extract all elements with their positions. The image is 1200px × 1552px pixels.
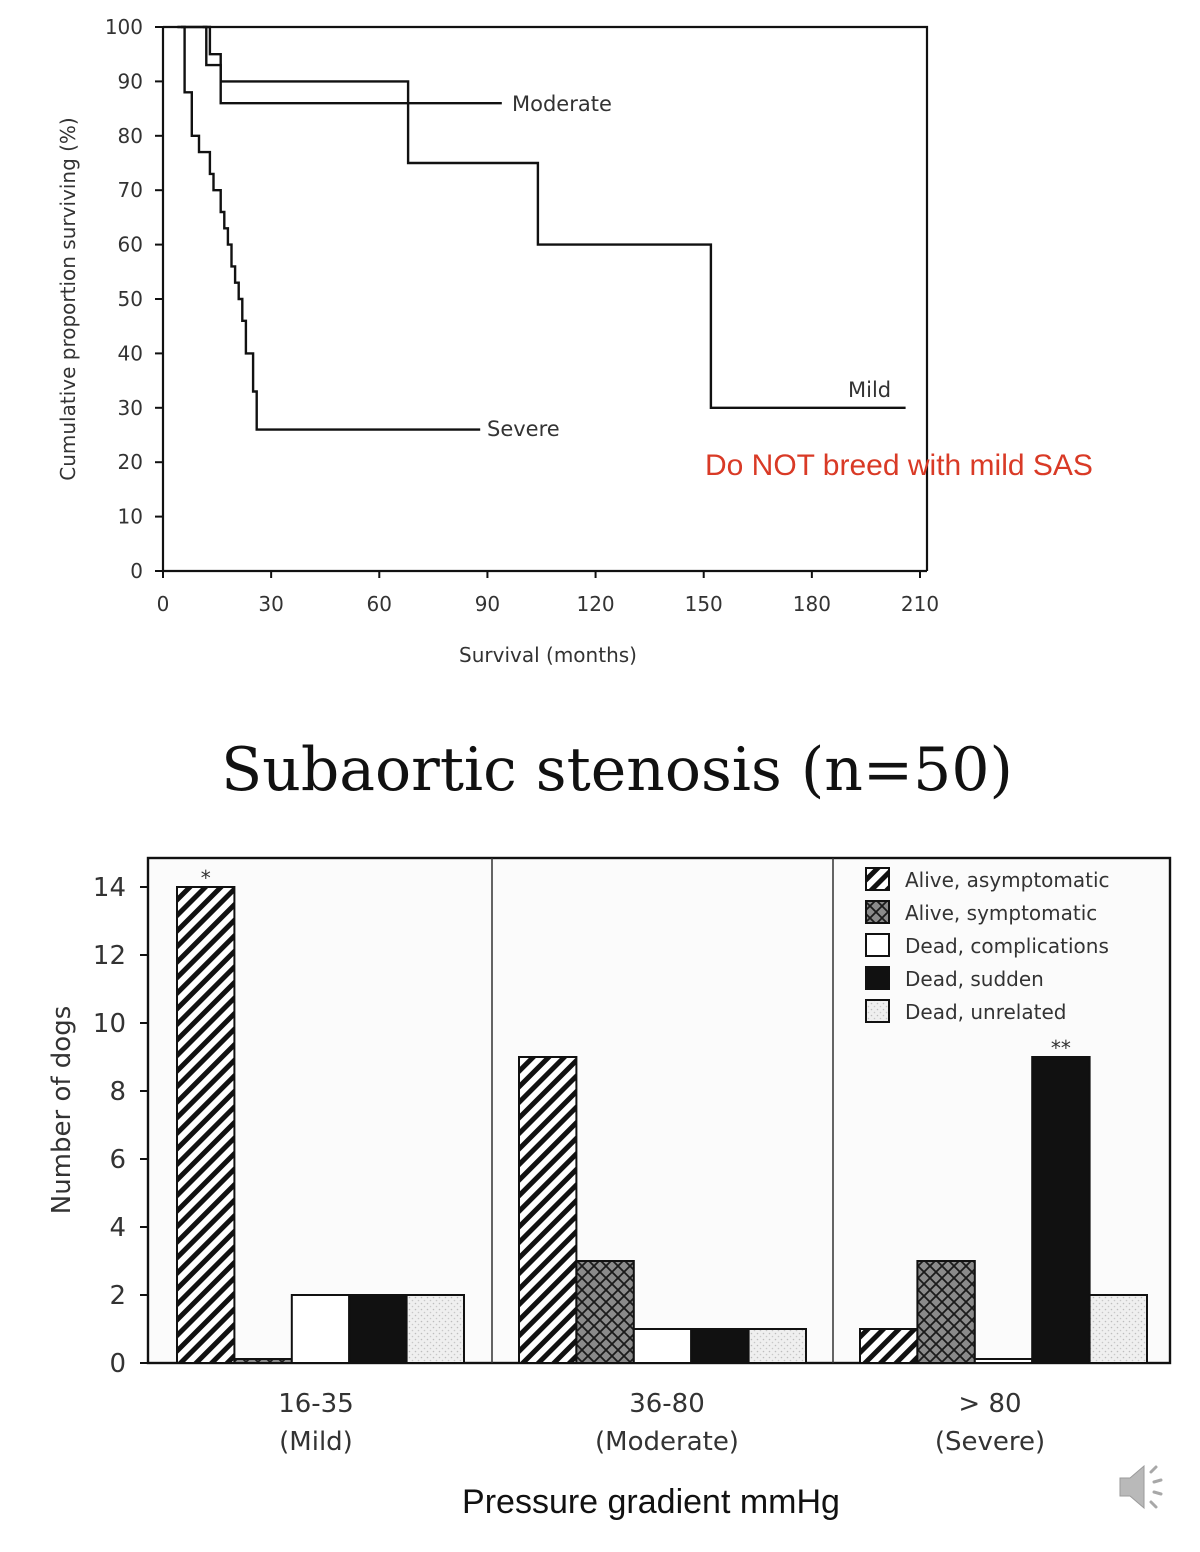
severe-curve-label: Severe bbox=[487, 417, 560, 441]
legend-swatch bbox=[865, 933, 890, 957]
survival-line-mild bbox=[202, 25, 906, 409]
x-tick-label: 180 bbox=[793, 592, 831, 616]
bar-alive-symptomatic bbox=[575, 1260, 635, 1364]
bar-dead-sudden bbox=[690, 1328, 750, 1364]
km-x-axis-label: Survival (months) bbox=[459, 643, 637, 667]
bar-alive-symptomatic bbox=[233, 1358, 293, 1364]
legend-label: Dead, complications bbox=[905, 934, 1109, 958]
significance-mark: * bbox=[201, 866, 211, 890]
y-tick-label: 8 bbox=[109, 1077, 126, 1107]
bar-alive-asymptomatic bbox=[859, 1328, 919, 1364]
x-tick-label: 120 bbox=[576, 592, 614, 616]
y-tick-label: 12 bbox=[93, 941, 126, 971]
y-tick-label: 80 bbox=[118, 124, 143, 148]
legend-swatch bbox=[865, 900, 890, 924]
y-tick-label: 100 bbox=[105, 15, 143, 39]
legend-label: Dead, unrelated bbox=[905, 1000, 1066, 1024]
legend-swatch bbox=[865, 999, 890, 1023]
bar-dead-sudden bbox=[1031, 1056, 1091, 1364]
y-tick-label: 20 bbox=[118, 450, 143, 474]
legend-item: Dead, sudden bbox=[865, 966, 1044, 991]
legend-item: Alive, asymptomatic bbox=[865, 867, 1110, 892]
legend-item: Dead, complications bbox=[865, 933, 1109, 958]
x-tick-label: 60 bbox=[367, 592, 392, 616]
speaker-icon[interactable] bbox=[1119, 1464, 1163, 1510]
x-tick-label: 150 bbox=[685, 592, 723, 616]
y-tick-label: 70 bbox=[118, 178, 143, 202]
y-tick-label: 2 bbox=[109, 1281, 126, 1311]
legend-swatch bbox=[865, 966, 890, 990]
bar-plot-frame bbox=[146, 856, 1172, 1365]
bar-x-axis-label: Pressure gradient mmHg bbox=[462, 1483, 840, 1521]
y-tick-label: 6 bbox=[109, 1145, 126, 1175]
y-tick-label: 60 bbox=[118, 233, 143, 257]
km-frame bbox=[163, 25, 929, 571]
y-tick-label: 4 bbox=[109, 1213, 126, 1243]
legend-label: Alive, asymptomatic bbox=[905, 868, 1110, 892]
x-tick-label: 90 bbox=[475, 592, 500, 616]
legend-label: Dead, sudden bbox=[905, 967, 1044, 991]
x-tick-label: 210 bbox=[901, 592, 939, 616]
legend-label: Alive, symptomatic bbox=[905, 901, 1097, 925]
moderate-curve-label: Moderate bbox=[512, 92, 612, 116]
bar-dead-complications bbox=[632, 1328, 693, 1364]
x-tick-label: 0 bbox=[157, 592, 170, 616]
category-group-label: (Moderate) bbox=[595, 1427, 739, 1457]
significance-mark: ** bbox=[1051, 1036, 1071, 1060]
y-tick-label: 14 bbox=[93, 873, 126, 903]
bar-dead-unrelated bbox=[405, 1294, 466, 1364]
y-tick-label: 40 bbox=[118, 341, 143, 365]
legend: Alive, asymptomatic Alive, symptomatic D… bbox=[865, 867, 1110, 1024]
y-tick-label: 10 bbox=[118, 505, 143, 529]
bar-dead-unrelated bbox=[1088, 1294, 1148, 1364]
km-y-axis: 0 10 20 30 40 50 60 70 80 90 100 bbox=[105, 15, 163, 583]
y-tick-label: 90 bbox=[118, 69, 143, 93]
y-tick-label: 50 bbox=[118, 287, 143, 311]
bar-dead-unrelated bbox=[747, 1328, 807, 1364]
bar-alive-asymptomatic bbox=[176, 886, 236, 1364]
km-y-axis-label: Cumulative proportion surviving (%) bbox=[56, 117, 80, 481]
bar-y-axis-label: Number of dogs bbox=[47, 1006, 77, 1215]
survival-chart: 0 10 20 30 40 50 60 70 80 90 100 0 30 60 90 120 150 180 2… bbox=[56, 15, 1093, 667]
bar-series bbox=[176, 886, 1148, 1364]
y-tick-label: 10 bbox=[93, 1009, 126, 1039]
bar-dead-complications bbox=[973, 1358, 1034, 1364]
bar-alive-asymptomatic bbox=[518, 1056, 578, 1364]
bar-y-axis: 0 2 4 6 8 10 12 14 bbox=[93, 873, 148, 1379]
bar-x-axis: 16-35 (Mild) 36-80 (Moderate) > 80 (Severe) bbox=[278, 1389, 1045, 1457]
breeding-note: Do NOT breed with mild SAS bbox=[705, 449, 1093, 482]
legend-swatch bbox=[865, 867, 890, 891]
bar-alive-symptomatic bbox=[916, 1260, 976, 1364]
km-x-axis: 0 30 60 90 120 150 180 210 bbox=[157, 571, 939, 616]
km-series bbox=[177, 25, 906, 431]
x-tick-label: 30 bbox=[258, 592, 283, 616]
survival-line-moderate bbox=[177, 25, 502, 105]
y-tick-label: 0 bbox=[109, 1349, 126, 1379]
survival-line-severe bbox=[181, 25, 481, 431]
category-group-label: (Mild) bbox=[279, 1427, 353, 1457]
page-title: Subaortic stenosis (n=50) bbox=[221, 735, 1013, 805]
legend-item: Dead, unrelated bbox=[865, 999, 1066, 1024]
category-range-label: 36-80 bbox=[629, 1389, 705, 1419]
bar-significance-marks: *** bbox=[201, 866, 1071, 1060]
y-tick-label: 0 bbox=[130, 559, 143, 583]
legend-item: Alive, symptomatic bbox=[865, 900, 1097, 925]
category-range-label: 16-35 bbox=[278, 1389, 354, 1419]
category-group-label: (Severe) bbox=[935, 1427, 1045, 1457]
y-tick-label: 30 bbox=[118, 396, 143, 420]
bar-dead-complications bbox=[290, 1294, 351, 1364]
bar-dead-sudden bbox=[348, 1294, 408, 1364]
mild-curve-label: Mild bbox=[848, 378, 891, 402]
category-range-label: > 80 bbox=[958, 1389, 1021, 1419]
